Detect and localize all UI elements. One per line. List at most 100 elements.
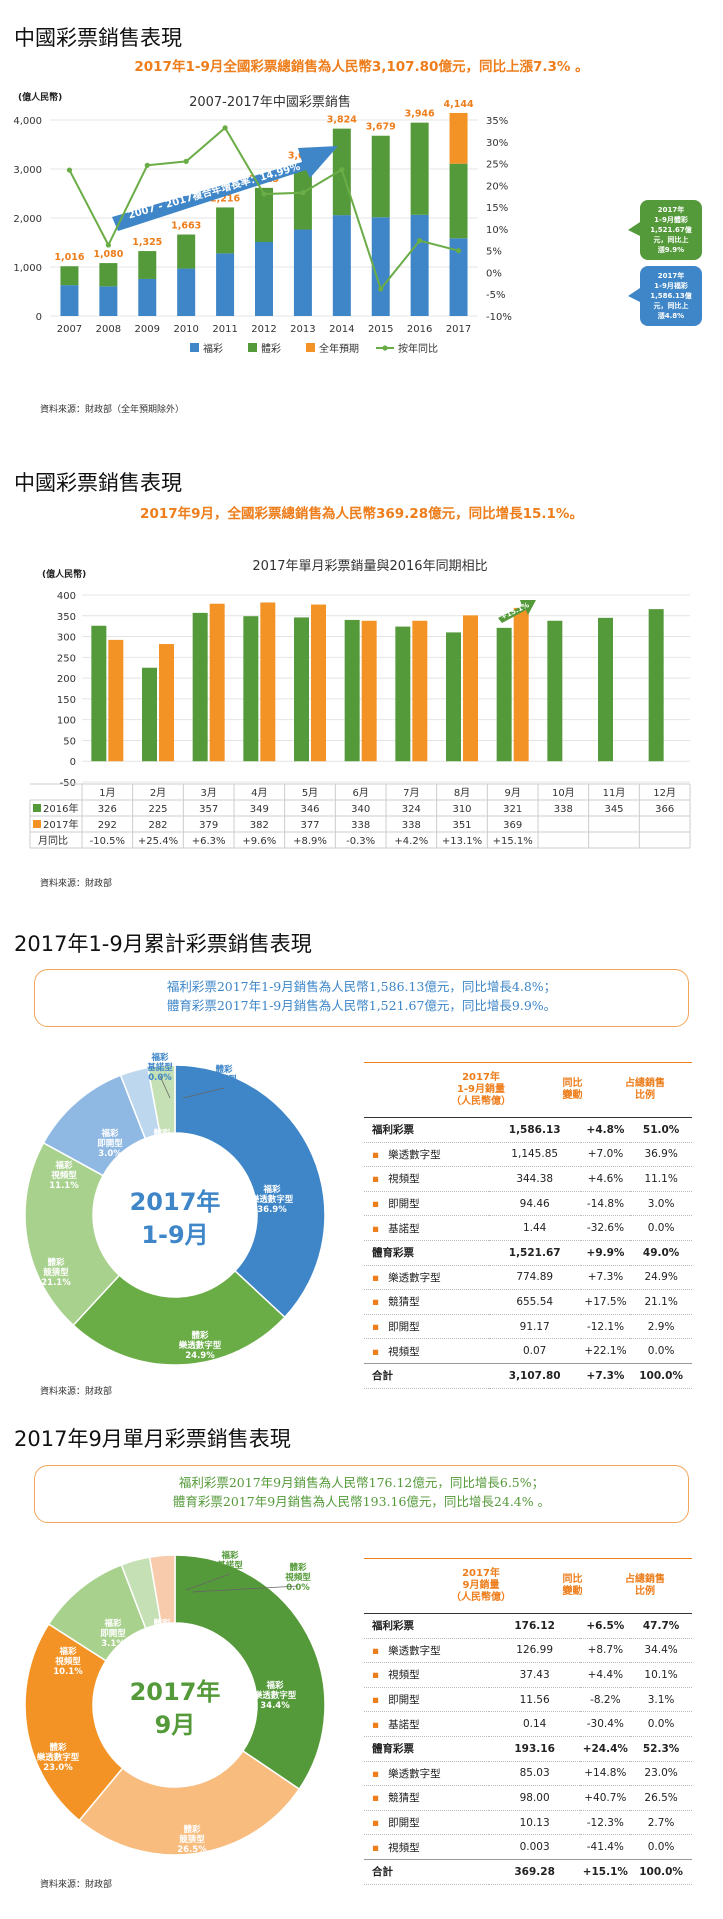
row-sales: 10.13	[488, 1810, 581, 1836]
bar-total-label: 1,325	[132, 237, 162, 248]
bar-fucai	[449, 238, 468, 316]
slice-label-text: 視頻型	[210, 1074, 237, 1085]
bar-ticai	[293, 164, 312, 230]
table-row: 體育彩票 1,521.67 +9.9% 49.0%	[364, 1240, 692, 1266]
table-cell-2016: 340	[351, 804, 370, 815]
legend-swatch-2017	[33, 820, 41, 828]
table1-header-line: 占總銷售	[625, 1078, 665, 1089]
bar-2016	[142, 667, 157, 762]
row-yoy: +17.5%	[580, 1289, 631, 1315]
slice-label-text: 24.9%	[185, 1351, 215, 1361]
row-yoy: -30.4%	[580, 1711, 631, 1737]
table-cell-2016: 357	[199, 804, 218, 815]
slice-label-text: 3.1%	[101, 1639, 125, 1649]
y-tick-label: 400	[57, 591, 76, 602]
row-name-text: 基諾型	[388, 1222, 420, 1235]
bar-fucai	[371, 217, 390, 316]
table2-header-line: 變動	[562, 1586, 583, 1597]
leader-line	[191, 1585, 299, 1593]
row-sales: 0.14	[488, 1711, 581, 1737]
row-yoy: +4.4%	[580, 1662, 631, 1688]
headline-1: 2017年1-9月全國彩票總銷售為人民幣3,107.80億元，同比上漲7.3% …	[134, 59, 589, 75]
pie-slice	[24, 1623, 124, 1822]
bar-total-label: 2,216	[210, 193, 240, 204]
callout-text: 元，同比上	[654, 301, 689, 310]
row-name-text: 樂透數字型	[388, 1271, 441, 1284]
bar-fucai	[216, 253, 235, 316]
bar-fucai	[138, 278, 157, 316]
row-yoy: -12.1%	[580, 1314, 631, 1340]
table-cell-yoy: +6.3%	[192, 836, 226, 847]
x-tick-label: 2008	[96, 324, 121, 335]
row-name: ▪ 視頻型	[364, 1662, 489, 1688]
bar-fucai	[60, 285, 79, 316]
summary-note-1-line-1: 福利彩票2017年1-9月銷售為人民幣1,586.13億元，同比增長4.8%；	[166, 979, 557, 994]
bullet-icon: ▪	[372, 1173, 380, 1186]
slice-label-text: 體彩	[153, 1128, 171, 1139]
table-cell-2016: 321	[503, 804, 522, 815]
slice-label-text: 樂透數字型	[37, 1752, 80, 1763]
bar-ticai	[216, 207, 235, 254]
y-tick-label: 350	[57, 612, 76, 623]
pie-slice	[174, 1554, 326, 1791]
row-name: ▪ 即開型	[364, 1687, 489, 1713]
y2-tick-label: -10%	[486, 312, 512, 323]
bullet-icon: ▪	[372, 1148, 380, 1161]
row-sales: 1,521.67	[488, 1240, 581, 1266]
row-name-text: 視頻型	[388, 1669, 420, 1682]
row-name: ▪ 視頻型	[364, 1834, 489, 1860]
table-cell-yoy: -0.3%	[346, 836, 375, 847]
row-share: 26.5%	[630, 1785, 692, 1811]
bar-2016	[243, 616, 259, 762]
table2-header-line: 9月銷量	[462, 1580, 500, 1591]
table-cell-2017: 351	[452, 820, 471, 831]
row-yoy: -41.4%	[580, 1834, 631, 1860]
y-axis-label: (億人民幣)	[42, 568, 86, 580]
row-name: ▪ 競猜型	[364, 1785, 489, 1811]
bullet-icon: ▪	[372, 1198, 380, 1211]
bar-2016	[91, 625, 107, 762]
callout-text: 1,521.67億	[650, 225, 692, 234]
legend-swatch	[306, 343, 315, 352]
section-title-2: 中國彩票銷售表現	[14, 471, 182, 495]
y2-tick-label: 0%	[486, 268, 502, 279]
monthly-sales-chart: 2017年單月彩票銷量與2016年同期相比(億人民幣)-500501001502…	[29, 558, 691, 849]
row-sales: 11.56	[488, 1687, 581, 1713]
table1-data: 福利彩票 1,586.13 +4.8% 51.0% ▪ 樂透數字型 1,145.85 +7.0…	[364, 1118, 692, 1389]
row-name: 福利彩票	[364, 1118, 489, 1143]
row-name: ▪ 視頻型	[364, 1338, 489, 1364]
chart-title: 2017年單月彩票銷量與2016年同期相比	[252, 558, 487, 574]
bar-2016	[395, 626, 411, 762]
bar-ticai	[410, 122, 429, 215]
slice-label-text: 視頻型	[284, 1572, 311, 1583]
x-tick-label: 2014	[329, 324, 354, 335]
bar-2017	[513, 607, 529, 762]
row-yoy: +4.6%	[580, 1166, 631, 1192]
row-sales: 369.28	[488, 1858, 581, 1885]
bar-total-label: 3,824	[327, 115, 357, 126]
row-share: 34.4%	[630, 1638, 692, 1664]
bullet-icon: ▪	[372, 1222, 380, 1235]
row-yoy: +7.3%	[580, 1362, 631, 1389]
table-cell-2017: 377	[300, 820, 319, 831]
x-tick-label: 2007	[57, 324, 82, 335]
bar-2017	[159, 644, 174, 762]
bullet-icon: ▪	[372, 1817, 380, 1830]
slice-label-text: 即開型	[149, 1138, 175, 1149]
bullet-icon: ▪	[372, 1792, 380, 1805]
bar-2016	[648, 609, 664, 762]
bar-total-label: 4,144	[444, 99, 474, 110]
leader-line	[185, 1573, 231, 1591]
row-name-text: 即開型	[388, 1694, 420, 1707]
leader-line	[182, 1087, 225, 1099]
table-cell-yoy: +4.2%	[394, 836, 428, 847]
pie-slice	[148, 1554, 176, 1626]
table-cell-2017: 338	[402, 820, 421, 831]
cagr-arrow-shape	[112, 146, 338, 231]
row-sales: 344.38	[488, 1166, 581, 1192]
table2-header-1: 同比 變動	[545, 1574, 600, 1598]
slice-label-text: 福彩	[265, 1680, 284, 1691]
row-share: 47.7%	[630, 1614, 692, 1639]
